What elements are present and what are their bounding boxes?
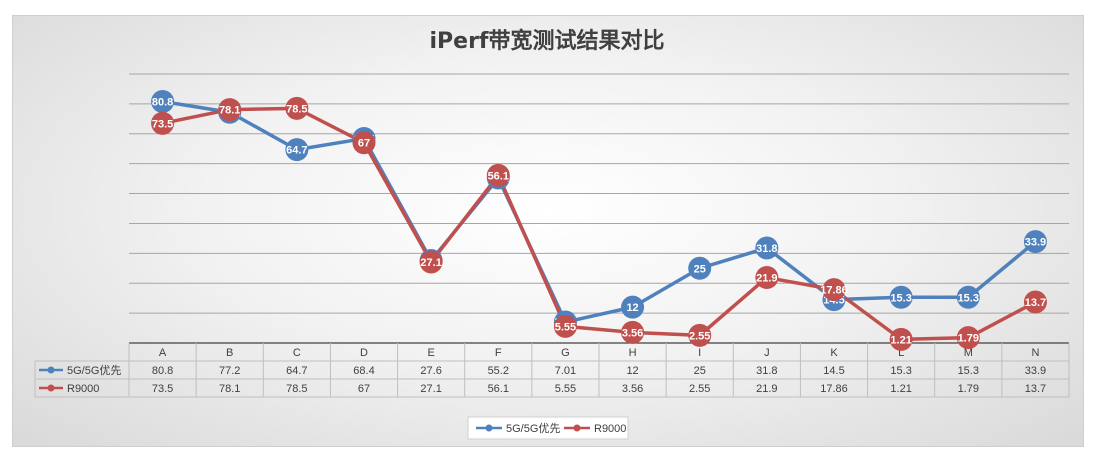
chart-title: iPerf带宽测试结果对比 [429,28,664,54]
x-tick-label: F [495,347,502,359]
table-cell-value: 12 [626,365,638,377]
data-point [285,138,309,162]
table-series-name: 5G/5G优先 [67,364,121,377]
table-cell-value: 73.5 [152,383,173,395]
series-line-1 [162,106,1037,342]
x-tick-label: M [964,347,973,359]
table-cell-value: 27.6 [420,365,441,377]
data-label: 1.21 [890,334,911,346]
data-point [151,111,175,135]
data-label: 15.3 [890,292,911,304]
legend-label: R9000 [594,423,626,435]
data-point [285,96,309,120]
table-cell-value: 27.1 [420,383,441,395]
table-cell-value: 25 [694,365,706,377]
data-point [956,285,980,309]
data-label: 25 [694,263,706,275]
data-label: 56.1 [488,170,509,182]
data-point [218,98,242,122]
table-cell-value: 13.7 [1025,383,1046,395]
data-label: 67 [358,138,370,150]
table-cell-value: 78.1 [219,383,240,395]
data-point [621,320,645,344]
data-point [419,250,443,274]
x-tick-label: L [898,347,904,359]
data-point [688,323,712,347]
data-point [1023,230,1047,254]
table-cell-value: 78.5 [286,383,307,395]
data-label: 27.1 [420,257,441,269]
data-label: 12 [626,302,638,314]
data-label: 64.7 [286,145,307,157]
x-tick-label: J [764,347,770,359]
table-cell-value: 21.9 [756,383,777,395]
data-point [822,278,846,302]
table-cell-value: 1.79 [958,383,979,395]
x-tick-label: D [360,347,368,359]
data-label: 13.7 [1025,297,1046,309]
table-legend-key-marker [47,366,55,374]
data-label: 3.56 [622,327,643,339]
data-point [755,236,779,260]
data-label: 2.55 [689,330,710,342]
table-cell-value: 77.2 [219,365,240,377]
x-tick-label: G [561,347,570,359]
table-cell-value: 14.5 [823,365,844,377]
table-cell-value: 64.7 [286,365,307,377]
table-cell-value: 5.55 [555,383,576,395]
table-cell-value: 15.3 [890,365,911,377]
data-label: 73.5 [152,118,173,130]
data-label: 78.1 [219,105,240,117]
table-cell-value: 33.9 [1025,365,1046,377]
data-point [889,327,913,351]
legend-key-marker [485,424,493,432]
table-cell-value: 15.3 [958,365,979,377]
table-cell-value: 31.8 [756,365,777,377]
data-label: 33.9 [1025,237,1046,249]
data-label: 1.79 [958,333,979,345]
table-cell-value: 2.55 [689,383,710,395]
x-tick-label: E [427,347,434,359]
table-cell-value: 67 [358,383,370,395]
table-cell-value: 80.8 [152,365,173,377]
data-point [956,326,980,350]
data-point [1023,290,1047,314]
data-point [553,314,577,338]
x-tick-label: I [698,347,701,359]
legend-key-marker [573,424,581,432]
data-label: 17.86 [820,285,848,297]
data-label: 31.8 [756,243,777,255]
x-tick-label: H [629,347,637,359]
table-series-name: R9000 [67,383,99,395]
data-label: 21.9 [756,273,777,285]
data-point [151,89,175,113]
table-legend-key-marker [47,384,55,392]
data-point [755,266,779,290]
legend-box [467,416,629,440]
table-cell-value: 68.4 [353,365,374,377]
data-point [688,256,712,280]
data-label: 5.55 [555,321,576,333]
x-tick-label: B [226,347,233,359]
x-tick-label: K [830,347,838,359]
data-point [889,285,913,309]
data-point [352,131,376,155]
table-cell-value: 55.2 [488,365,509,377]
chart-area: iPerf带宽测试结果对比 A B C D E F G H I J K L M N 5G/5G优先 80.8 7… [12,15,1084,447]
data-point [621,295,645,319]
data-point [486,163,510,187]
legend-label: 5G/5G优先 [506,422,560,435]
data-label: 15.3 [958,292,979,304]
x-tick-label: N [1031,347,1039,359]
table-cell-value: 17.86 [820,383,848,395]
table-cell-value: 7.01 [555,365,576,377]
x-tick-label: A [159,347,167,359]
line-chart: iPerf带宽测试结果对比 A B C D E F G H I J K L M N 5G/5G优先 80.8 7… [34,28,1070,440]
data-label: 80.8 [152,96,173,108]
table-cell-value: 56.1 [488,383,509,395]
table-cell-value: 1.21 [890,383,911,395]
data-label: 78.5 [286,103,307,115]
x-tick-label: C [293,347,301,359]
table-cell-value: 3.56 [622,383,643,395]
